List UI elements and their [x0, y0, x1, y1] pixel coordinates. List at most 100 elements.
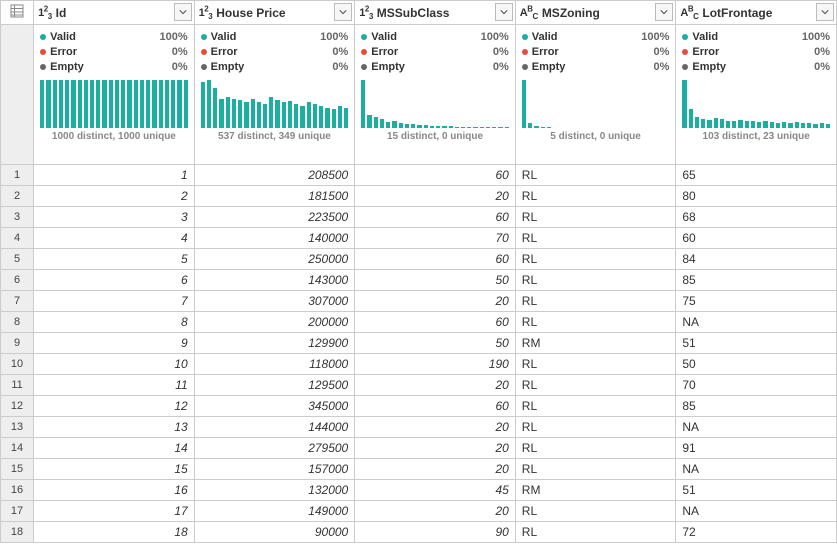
row-number[interactable]: 15 [1, 459, 34, 480]
data-cell[interactable]: RL [515, 438, 676, 459]
data-cell[interactable]: 8 [34, 312, 195, 333]
column-filter-dropdown[interactable] [174, 3, 192, 21]
data-cell[interactable]: 65 [676, 165, 837, 186]
data-cell[interactable]: 20 [355, 186, 516, 207]
data-cell[interactable]: 51 [676, 480, 837, 501]
data-cell[interactable]: 84 [676, 249, 837, 270]
table-row[interactable]: 121234500060RL85 [1, 396, 837, 417]
data-cell[interactable]: RL [515, 228, 676, 249]
row-number[interactable]: 18 [1, 522, 34, 543]
data-cell[interactable]: RL [515, 270, 676, 291]
data-cell[interactable]: 50 [355, 333, 516, 354]
data-cell[interactable]: 20 [355, 375, 516, 396]
row-number[interactable]: 7 [1, 291, 34, 312]
table-row[interactable]: 111112950020RL70 [1, 375, 837, 396]
data-cell[interactable]: 223500 [194, 207, 355, 228]
row-number[interactable]: 3 [1, 207, 34, 228]
data-cell[interactable]: 144000 [194, 417, 355, 438]
data-cell[interactable]: 1 [34, 165, 195, 186]
data-cell[interactable]: 307000 [194, 291, 355, 312]
data-cell[interactable]: 20 [355, 501, 516, 522]
data-cell[interactable]: NA [676, 459, 837, 480]
row-number[interactable]: 2 [1, 186, 34, 207]
data-cell[interactable]: 279500 [194, 438, 355, 459]
data-cell[interactable]: 60 [355, 312, 516, 333]
table-row[interactable]: 131314400020RLNA [1, 417, 837, 438]
data-cell[interactable]: 9 [34, 333, 195, 354]
data-cell[interactable]: 7 [34, 291, 195, 312]
data-cell[interactable]: 80 [676, 186, 837, 207]
data-cell[interactable]: 5 [34, 249, 195, 270]
data-cell[interactable]: RL [515, 375, 676, 396]
table-row[interactable]: 2218150020RL80 [1, 186, 837, 207]
data-cell[interactable]: RL [515, 522, 676, 543]
table-row[interactable]: 5525000060RL84 [1, 249, 837, 270]
data-cell[interactable]: 90 [355, 522, 516, 543]
data-cell[interactable]: RL [515, 354, 676, 375]
data-cell[interactable]: RL [515, 459, 676, 480]
data-cell[interactable]: 16 [34, 480, 195, 501]
column-filter-dropdown[interactable] [655, 3, 673, 21]
data-cell[interactable]: 70 [355, 228, 516, 249]
data-cell[interactable]: 12 [34, 396, 195, 417]
data-cell[interactable]: 85 [676, 270, 837, 291]
data-cell[interactable]: 18 [34, 522, 195, 543]
data-cell[interactable]: RL [515, 186, 676, 207]
data-cell[interactable]: NA [676, 417, 837, 438]
data-cell[interactable]: 190 [355, 354, 516, 375]
table-row[interactable]: 141427950020RL91 [1, 438, 837, 459]
column-header[interactable]: 123 House Price [194, 1, 355, 25]
data-cell[interactable]: 72 [676, 522, 837, 543]
row-number[interactable]: 4 [1, 228, 34, 249]
data-cell[interactable]: 208500 [194, 165, 355, 186]
row-number[interactable]: 8 [1, 312, 34, 333]
data-cell[interactable]: 129900 [194, 333, 355, 354]
data-cell[interactable]: 60 [676, 228, 837, 249]
data-cell[interactable]: RM [515, 333, 676, 354]
table-corner-icon[interactable] [1, 1, 34, 25]
table-row[interactable]: 6614300050RL85 [1, 270, 837, 291]
data-cell[interactable]: RM [515, 480, 676, 501]
data-cell[interactable]: NA [676, 312, 837, 333]
data-cell[interactable]: 129500 [194, 375, 355, 396]
data-cell[interactable]: 2 [34, 186, 195, 207]
data-cell[interactable]: 118000 [194, 354, 355, 375]
column-header[interactable]: ABC MSZoning [515, 1, 676, 25]
row-number[interactable]: 17 [1, 501, 34, 522]
data-cell[interactable]: 20 [355, 459, 516, 480]
table-row[interactable]: 8820000060RLNA [1, 312, 837, 333]
table-row[interactable]: 151515700020RLNA [1, 459, 837, 480]
data-cell[interactable]: 14 [34, 438, 195, 459]
data-cell[interactable]: 20 [355, 438, 516, 459]
data-cell[interactable]: RL [515, 291, 676, 312]
data-cell[interactable]: 11 [34, 375, 195, 396]
column-header[interactable]: 123 Id [34, 1, 195, 25]
data-cell[interactable]: 13 [34, 417, 195, 438]
data-cell[interactable]: RL [515, 165, 676, 186]
table-row[interactable]: 18189000090RL72 [1, 522, 837, 543]
data-cell[interactable]: RL [515, 417, 676, 438]
table-row[interactable]: 3322350060RL68 [1, 207, 837, 228]
data-cell[interactable]: RL [515, 396, 676, 417]
column-filter-dropdown[interactable] [334, 3, 352, 21]
data-cell[interactable]: 60 [355, 396, 516, 417]
data-cell[interactable]: 60 [355, 249, 516, 270]
data-cell[interactable]: 20 [355, 291, 516, 312]
table-row[interactable]: 1010118000190RL50 [1, 354, 837, 375]
row-number[interactable]: 10 [1, 354, 34, 375]
row-number[interactable]: 6 [1, 270, 34, 291]
data-cell[interactable]: 157000 [194, 459, 355, 480]
data-cell[interactable]: 200000 [194, 312, 355, 333]
data-cell[interactable]: 91 [676, 438, 837, 459]
row-number[interactable]: 14 [1, 438, 34, 459]
data-cell[interactable]: 45 [355, 480, 516, 501]
data-cell[interactable]: 149000 [194, 501, 355, 522]
data-cell[interactable]: 250000 [194, 249, 355, 270]
row-number[interactable]: 9 [1, 333, 34, 354]
data-cell[interactable]: 140000 [194, 228, 355, 249]
row-number[interactable]: 11 [1, 375, 34, 396]
data-cell[interactable]: 4 [34, 228, 195, 249]
data-cell[interactable]: RL [515, 501, 676, 522]
data-cell[interactable]: 3 [34, 207, 195, 228]
data-cell[interactable]: 6 [34, 270, 195, 291]
